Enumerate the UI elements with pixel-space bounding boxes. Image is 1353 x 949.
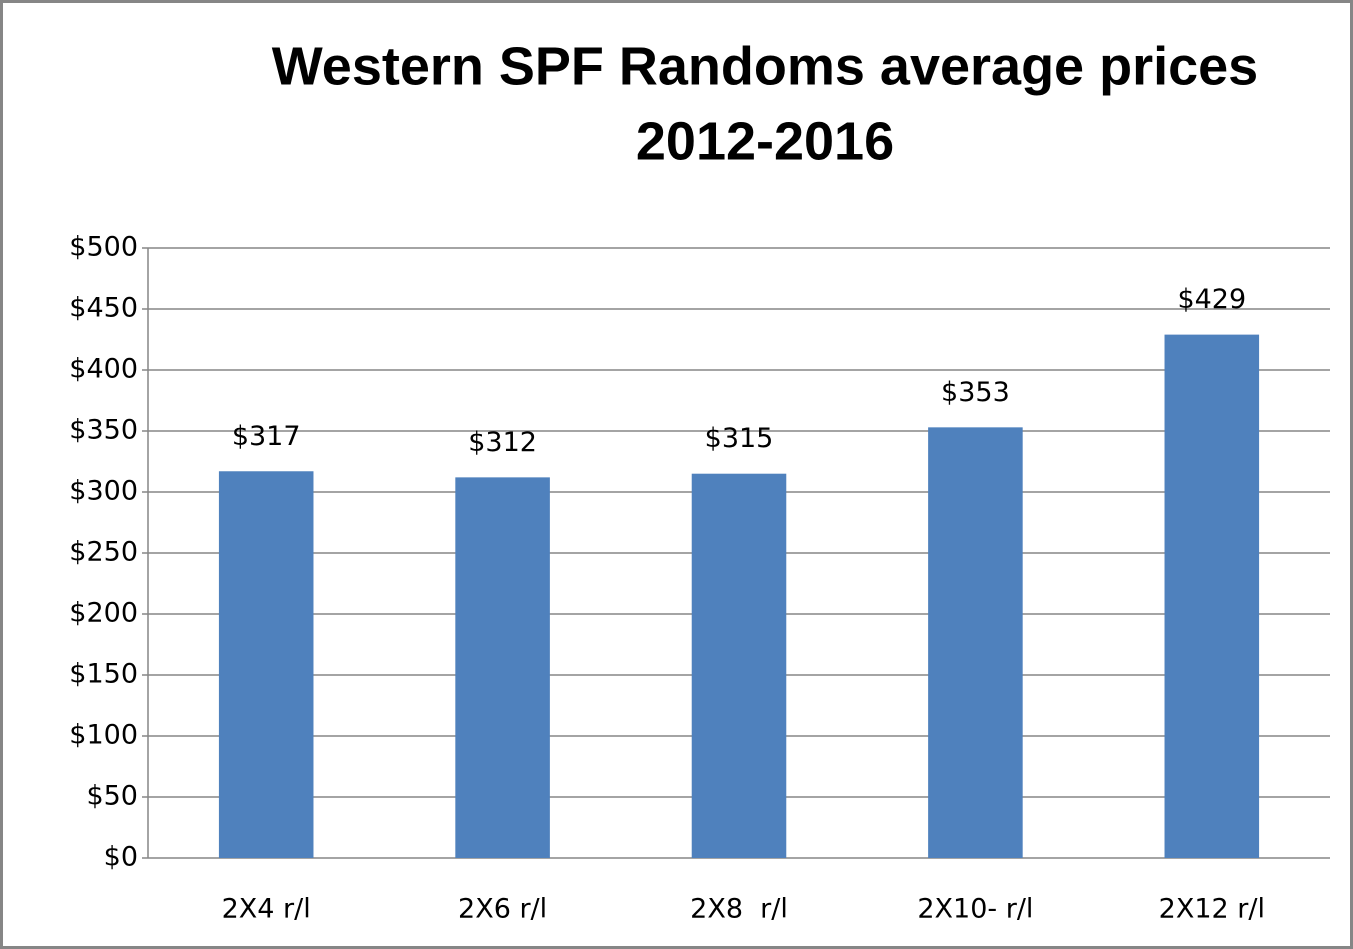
y-tick-label: $400 — [69, 354, 138, 385]
x-tick-label: 2X6 r/l — [458, 894, 547, 925]
data-label: $317 — [232, 421, 301, 452]
chart-title: 2012-2016 — [636, 111, 894, 171]
data-label: $312 — [468, 427, 537, 458]
x-tick-label: 2X4 r/l — [222, 894, 311, 925]
bar — [691, 473, 787, 858]
y-tick-label: $0 — [104, 842, 138, 873]
y-tick-label: $100 — [69, 720, 138, 751]
y-tick-label: $250 — [69, 537, 138, 568]
bar — [928, 427, 1023, 858]
data-label: $353 — [941, 377, 1010, 408]
x-tick-label: 2X8 r/l — [690, 894, 788, 925]
bar — [218, 471, 314, 858]
y-tick-label: $300 — [69, 476, 138, 507]
chart-title: Western SPF Randoms average prices — [272, 36, 1258, 96]
y-tick-label: $500 — [69, 232, 138, 263]
y-tick-label: $50 — [86, 781, 138, 812]
data-label: $429 — [1177, 284, 1246, 315]
data-label: $315 — [705, 423, 774, 454]
y-tick-label: $200 — [69, 598, 138, 629]
y-tick-label: $350 — [69, 415, 138, 446]
y-tick-label: $150 — [69, 659, 138, 690]
x-tick-label: 2X10- r/l — [917, 894, 1033, 925]
bar — [455, 477, 550, 858]
x-tick-label: 2X12 r/l — [1159, 894, 1265, 925]
bar — [1164, 334, 1260, 858]
y-tick-label: $450 — [69, 293, 138, 324]
